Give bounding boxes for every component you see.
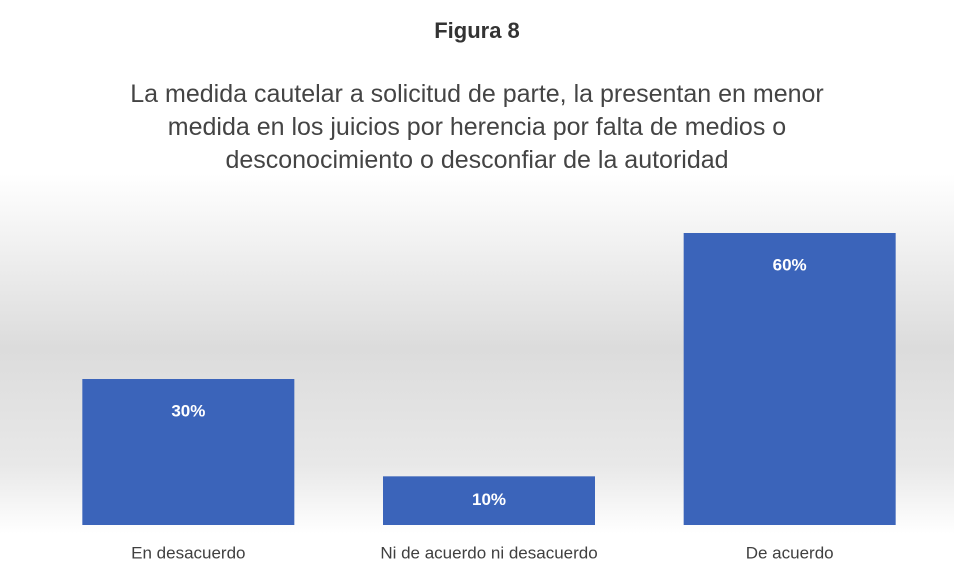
data-label: 10% <box>472 490 506 509</box>
bar <box>683 233 896 525</box>
bar <box>82 379 295 525</box>
chart-subtitle: La medida cautelar a solicitud de parte,… <box>130 80 824 174</box>
data-label: 30% <box>171 401 205 420</box>
x-tick-label: De acuerdo <box>746 543 834 562</box>
bar <box>383 476 595 525</box>
x-tick-label: Ni de acuerdo ni desacuerdo <box>380 543 597 562</box>
chart-title: Figura 8 <box>434 18 520 43</box>
data-label: 60% <box>773 255 807 274</box>
x-tick-label: En desacuerdo <box>131 543 245 562</box>
